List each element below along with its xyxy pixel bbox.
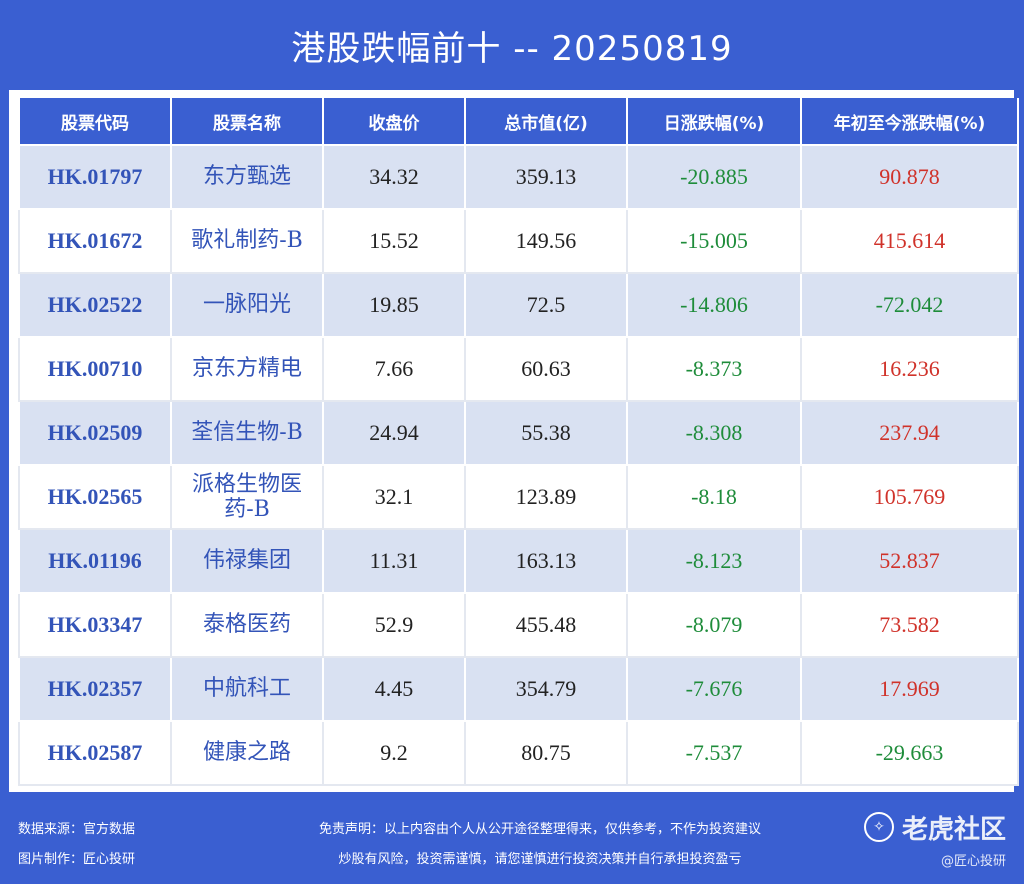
table-header-row: 股票代码 股票名称 收盘价 总市值(亿) 日涨跌幅(%) 年初至今涨跌幅(%) (18, 98, 1019, 145)
stock-name-cell: 泰格医药 (170, 592, 324, 658)
day-change-cell: -7.537 (626, 720, 802, 786)
stock-code-cell: HK.01672 (18, 208, 172, 274)
table-container: 股票代码 股票名称 收盘价 总市值(亿) 日涨跌幅(%) 年初至今涨跌幅(%) … (9, 90, 1019, 792)
ytd-change-cell: 237.94 (800, 400, 1019, 466)
disclaimer-line-1: 免责声明：以上内容由个人从公开途径整理得来，仅供参考，不作为投资建议 (318, 822, 761, 837)
table-row: HK.02357 中航科工 4.45 354.79 -7.676 17.969 (18, 656, 1019, 722)
close-price-cell: 7.66 (322, 336, 466, 402)
close-price-cell: 24.94 (322, 400, 466, 466)
stock-name-cell: 派格生物医药-B (170, 464, 324, 530)
stock-code-cell: HK.02509 (18, 400, 172, 466)
market-cap-cell: 149.56 (464, 208, 628, 274)
data-source: 数据来源：官方数据 (18, 822, 136, 837)
stock-name-cell: 荃信生物-B (170, 400, 324, 466)
market-cap-cell: 163.13 (464, 528, 628, 594)
stock-name-cell: 京东方精电 (170, 336, 324, 402)
page-title: 港股跌幅前十 -- 20250819 (291, 28, 733, 69)
stock-code-cell: HK.02522 (18, 272, 172, 338)
market-cap-cell: 359.13 (464, 144, 628, 210)
footer: 数据来源：官方数据 图片制作：匠心投研 免责声明：以上内容由个人从公开途径整理得… (0, 810, 1024, 884)
tiger-community-logo: ✧ 老虎社区 (863, 810, 1006, 845)
stock-code-cell: HK.02565 (18, 464, 172, 530)
header-day-change: 日涨跌幅(%) (626, 98, 802, 145)
table-row: HK.01196 伟禄集团 11.31 163.13 -8.123 52.837 (18, 528, 1019, 594)
close-price-cell: 52.9 (322, 592, 466, 658)
day-change-cell: -8.079 (626, 592, 802, 658)
stock-name-cell: 歌礼制药-B (170, 208, 324, 274)
day-change-cell: -8.373 (626, 336, 802, 402)
ytd-change-cell: -29.663 (800, 720, 1019, 786)
header-code: 股票代码 (18, 98, 172, 145)
day-change-cell: -7.676 (626, 656, 802, 722)
market-cap-cell: 60.63 (464, 336, 628, 402)
table-row: HK.02509 荃信生物-B 24.94 55.38 -8.308 237.94 (18, 400, 1019, 466)
header-close: 收盘价 (322, 98, 466, 145)
market-cap-cell: 123.89 (464, 464, 628, 530)
header-mktcap: 总市值(亿) (464, 98, 628, 145)
logo-text: 老虎社区 (901, 814, 1006, 845)
table-row: HK.01797 东方甄选 34.32 359.13 -20.885 90.878 (18, 144, 1019, 210)
stock-code-cell: HK.02357 (18, 656, 172, 722)
stock-table: 股票代码 股票名称 收盘价 总市值(亿) 日涨跌幅(%) 年初至今涨跌幅(%) … (18, 98, 1019, 786)
close-price-cell: 9.2 (322, 720, 466, 786)
tiger-logo-icon: ✧ (863, 812, 894, 842)
ytd-change-cell: 16.236 (800, 336, 1019, 402)
ytd-change-cell: 105.769 (800, 464, 1019, 530)
stock-code-cell: HK.00710 (18, 336, 172, 402)
ytd-change-cell: 90.878 (800, 144, 1019, 210)
stock-name-cell: 伟禄集团 (170, 528, 324, 594)
table-row: HK.02522 一脉阳光 19.85 72.5 -14.806 -72.042 (18, 272, 1019, 338)
day-change-cell: -14.806 (626, 272, 802, 338)
close-price-cell: 34.32 (322, 144, 466, 210)
stock-name-cell: 东方甄选 (170, 144, 324, 210)
table-row: HK.02587 健康之路 9.2 80.75 -7.537 -29.663 (18, 720, 1019, 786)
image-maker: 图片制作：匠心投研 (18, 852, 136, 867)
header-ytd-change: 年初至今涨跌幅(%) (800, 98, 1019, 145)
day-change-cell: -15.005 (626, 208, 802, 274)
market-cap-cell: 55.38 (464, 400, 628, 466)
close-price-cell: 15.52 (322, 208, 466, 274)
stock-name-cell: 中航科工 (170, 656, 324, 722)
close-price-cell: 19.85 (322, 272, 466, 338)
watermark: @匠心投研 (940, 854, 1006, 869)
table-row: HK.03347 泰格医药 52.9 455.48 -8.079 73.582 (18, 592, 1019, 658)
day-change-cell: -8.308 (626, 400, 802, 466)
table-body: HK.01797 东方甄选 34.32 359.13 -20.885 90.878 HK.0… (18, 144, 1019, 786)
table-row: HK.00710 京东方精电 7.66 60.63 -8.373 16.236 (18, 336, 1019, 402)
stock-name-cell: 健康之路 (170, 720, 324, 786)
close-price-cell: 32.1 (322, 464, 466, 530)
disclaimer-line-2: 炒股有风险，投资需谨慎，请您谨慎进行投资决策并自行承担投资盈亏 (338, 852, 742, 867)
ytd-change-cell: 73.582 (800, 592, 1019, 658)
stock-name-cell: 一脉阳光 (170, 272, 324, 338)
day-change-cell: -20.885 (626, 144, 802, 210)
close-price-cell: 4.45 (322, 656, 466, 722)
close-price-cell: 11.31 (322, 528, 466, 594)
table-row: HK.01672 歌礼制药-B 15.52 149.56 -15.005 415.614 (18, 208, 1019, 274)
stock-code-cell: HK.01196 (18, 528, 172, 594)
day-change-cell: -8.123 (626, 528, 802, 594)
ytd-change-cell: 415.614 (800, 208, 1019, 274)
ytd-change-cell: 17.969 (800, 656, 1019, 722)
ytd-change-cell: 52.837 (800, 528, 1019, 594)
stock-code-cell: HK.03347 (18, 592, 172, 658)
market-cap-cell: 80.75 (464, 720, 628, 786)
market-cap-cell: 354.79 (464, 656, 628, 722)
market-cap-cell: 72.5 (464, 272, 628, 338)
day-change-cell: -8.18 (626, 464, 802, 530)
ytd-change-cell: -72.042 (800, 272, 1019, 338)
table-row: HK.02565 派格生物医药-B 32.1 123.89 -8.18 105.769 (18, 464, 1019, 530)
header-name: 股票名称 (170, 98, 324, 145)
stock-code-cell: HK.01797 (18, 144, 172, 210)
market-cap-cell: 455.48 (464, 592, 628, 658)
stock-code-cell: HK.02587 (18, 720, 172, 786)
